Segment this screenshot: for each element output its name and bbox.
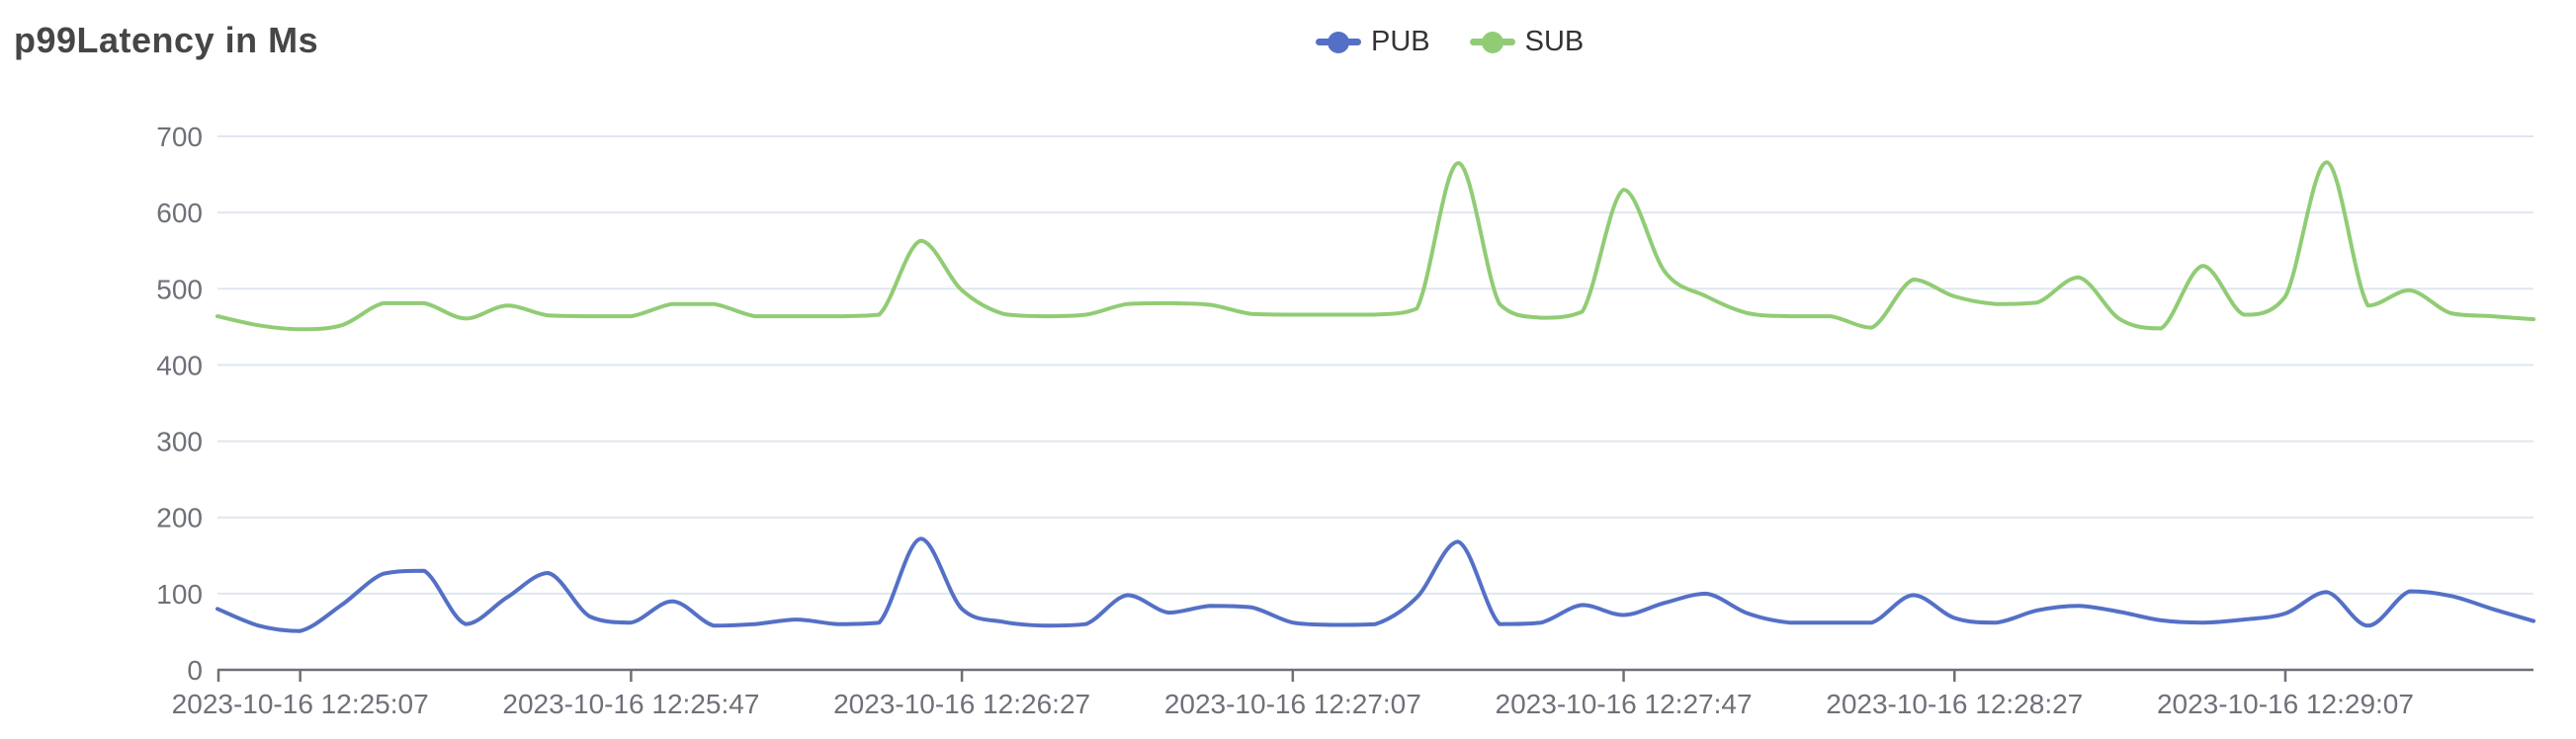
- x-axis-label: 2023-10-16 12:26:27: [833, 689, 1090, 719]
- y-axis-label-500: 500: [156, 274, 203, 304]
- pub-series-line: [215, 536, 2535, 633]
- y-axis-label-700: 700: [156, 122, 203, 152]
- legend-item-pub[interactable]: PUB: [1316, 26, 1430, 58]
- y-axis-label-400: 400: [156, 350, 203, 380]
- x-axis-label: 2023-10-16 12:28:27: [1826, 689, 2083, 719]
- sub-series-line: [215, 160, 2535, 332]
- legend-line-dot-icon: [1316, 30, 1361, 55]
- y-axis-label-100: 100: [156, 579, 203, 610]
- x-axis-label: 2023-10-16 12:25:07: [172, 689, 429, 719]
- x-axis-label: 2023-10-16 12:29:07: [2157, 689, 2414, 719]
- legend-line-dot-icon: [1469, 30, 1515, 55]
- x-axis-label: 2023-10-16 12:27:47: [1496, 689, 1753, 719]
- x-axis-label: 2023-10-16 12:25:47: [502, 689, 759, 719]
- chart-title: p99Latency in Ms: [14, 20, 319, 60]
- x-axis-label: 2023-10-16 12:27:07: [1164, 689, 1421, 719]
- legend-label: SUB: [1524, 26, 1585, 57]
- y-axis-label-0: 0: [187, 655, 203, 686]
- y-axis-label-200: 200: [156, 503, 203, 534]
- legend-item-sub[interactable]: SUB: [1469, 26, 1585, 58]
- y-axis-label-300: 300: [156, 427, 203, 457]
- legend: PUB SUB: [1316, 26, 1584, 58]
- y-axis-label-600: 600: [156, 198, 203, 228]
- legend-label: PUB: [1371, 26, 1430, 57]
